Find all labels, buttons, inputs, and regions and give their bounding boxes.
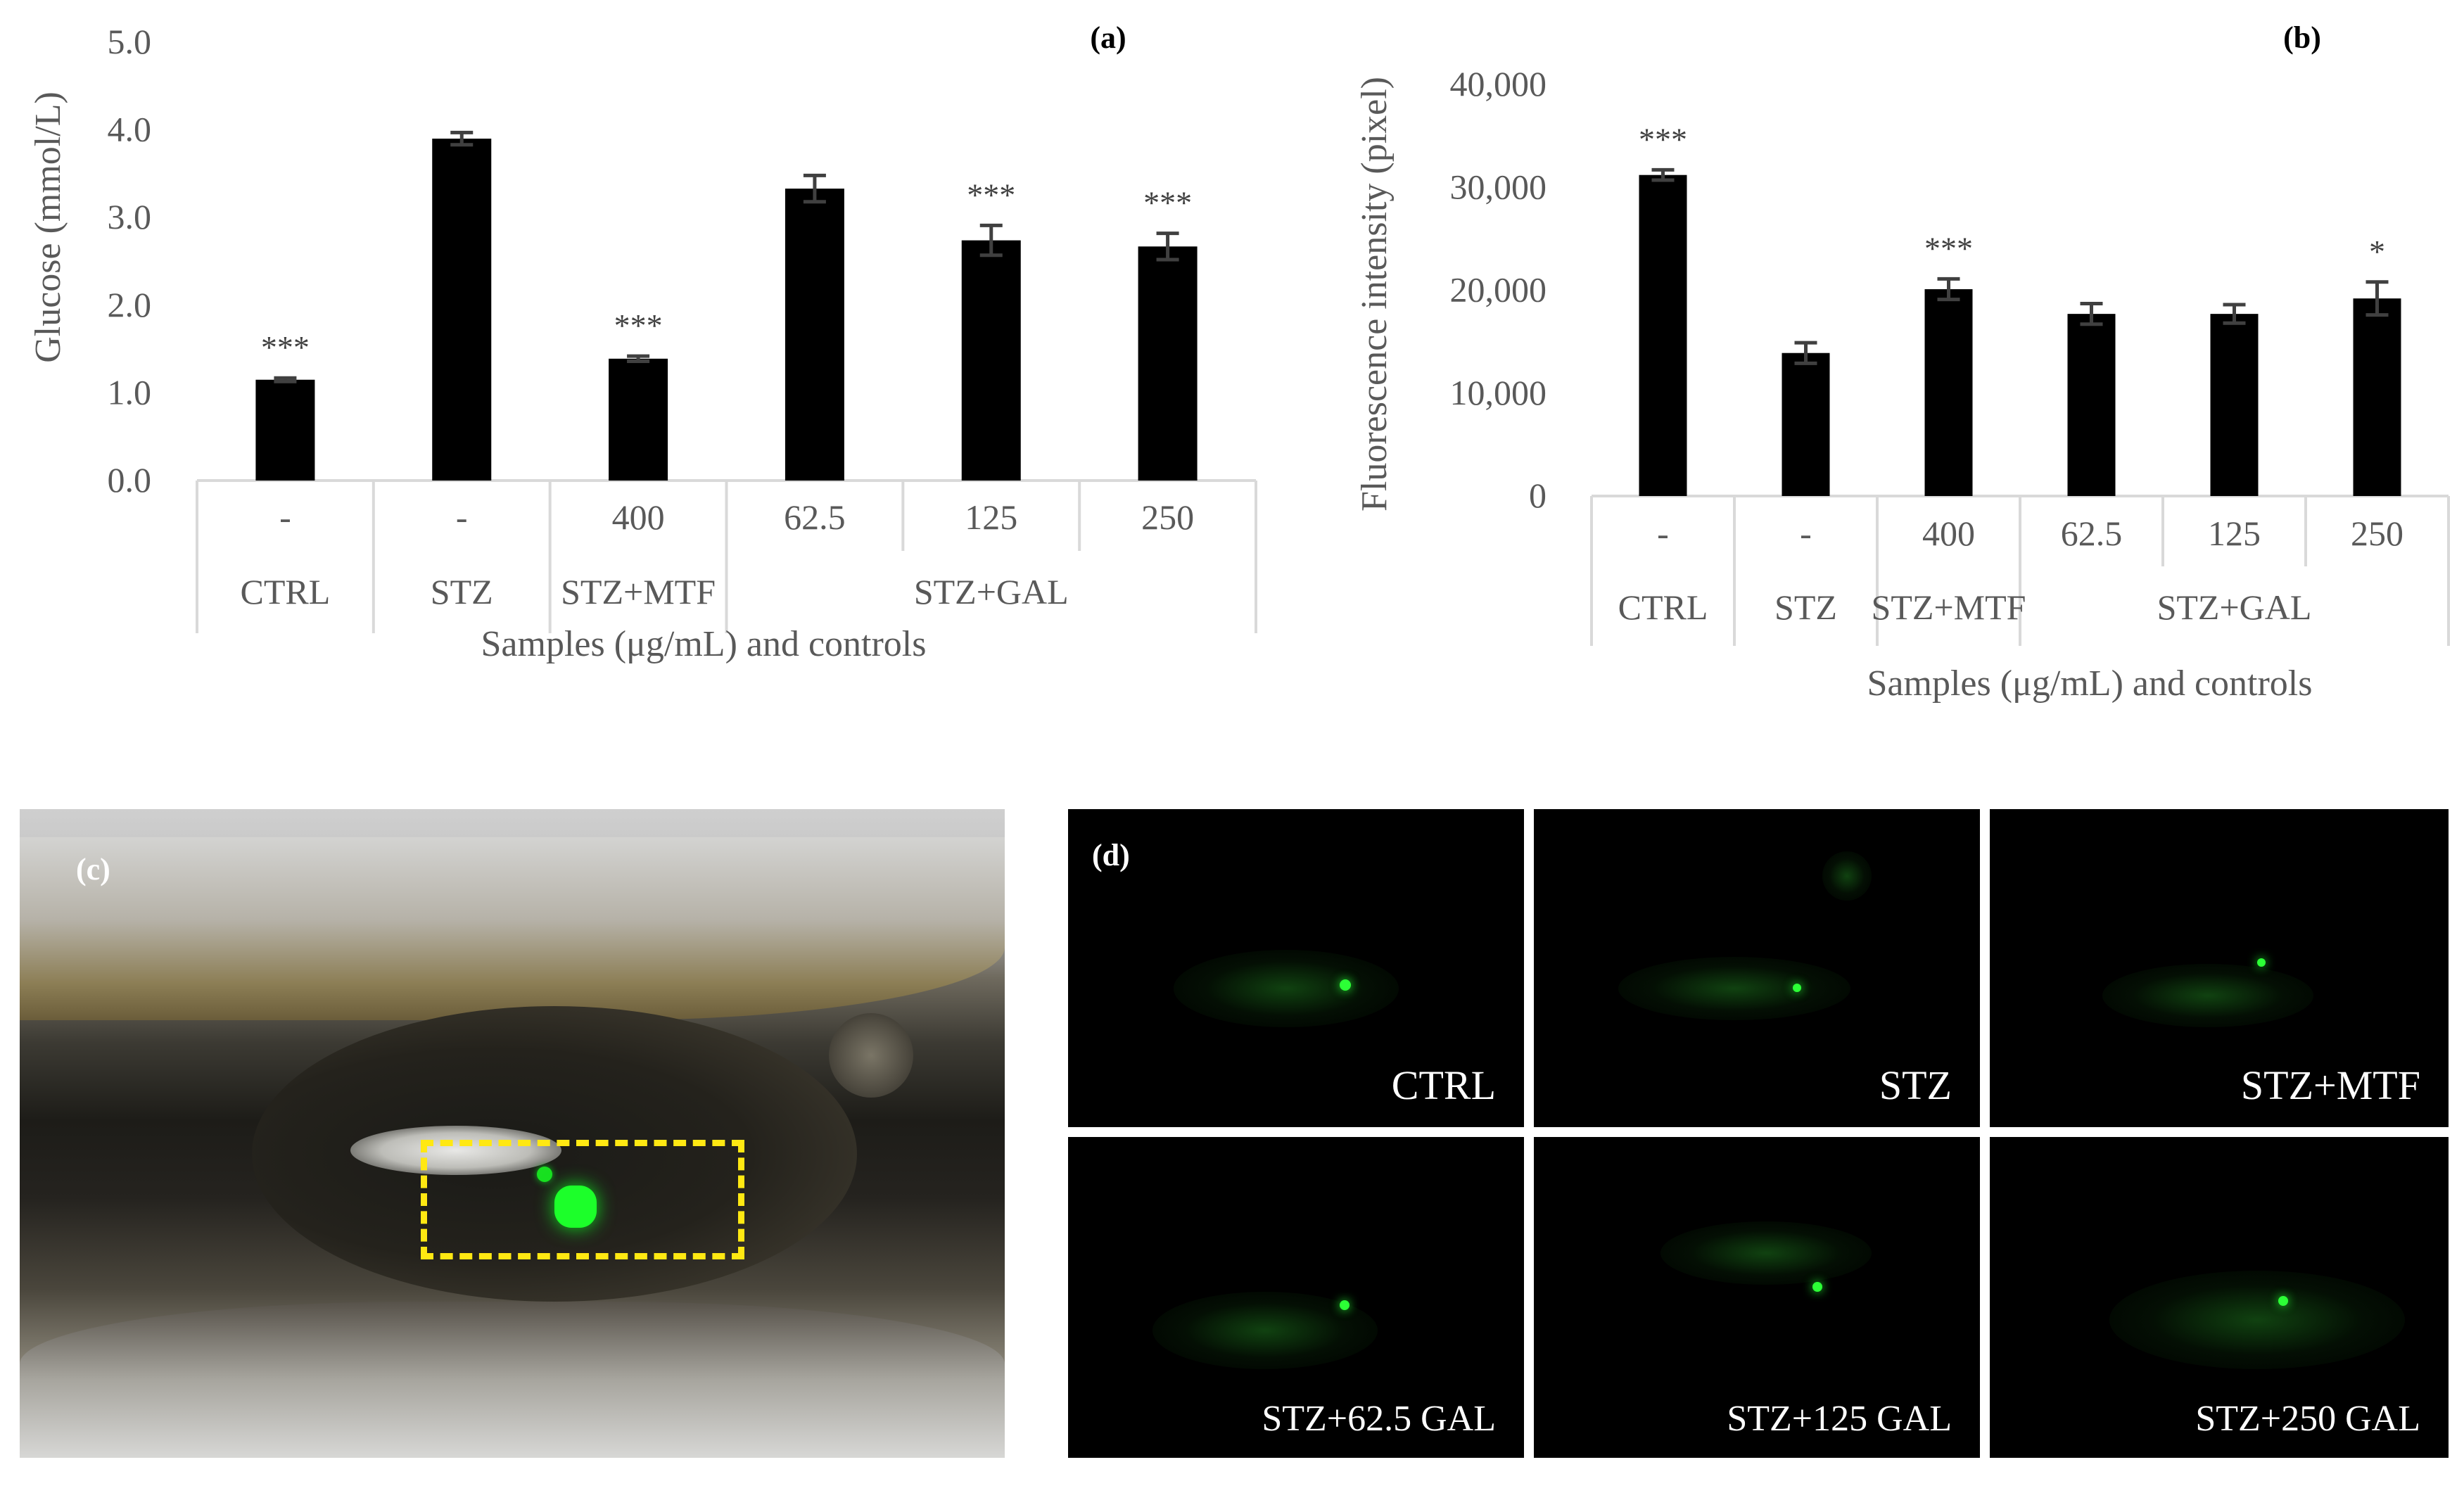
x-tick-label: 250 <box>2351 514 2403 553</box>
significance-marker: *** <box>1639 121 1687 157</box>
chart-b: 0 10,000 20,000 30,000 40,000 Fluorescence in… <box>1354 20 2450 704</box>
bar <box>2353 298 2401 496</box>
larva-ventral-region <box>20 1302 1005 1458</box>
fluorescence-image-stz-250-gal: STZ+250 GAL <box>1990 1137 2449 1458</box>
islet-spot <box>1812 1282 1822 1292</box>
caption-stz-250-gal: STZ+250 GAL <box>2195 1399 2420 1439</box>
x-tick-label: - <box>279 497 291 537</box>
eye-autofluorescence <box>1822 851 1872 901</box>
y-axis-title: Glucose (mmol/L) <box>28 91 68 363</box>
larva-otic-vesicle <box>829 1013 913 1098</box>
significance-marker: *** <box>1924 230 1973 266</box>
y-tick-label: 40,000 <box>1450 64 1547 103</box>
bar <box>2067 314 2116 496</box>
fluorescence-image-stz-125-gal: STZ+125 GAL <box>1534 1137 1980 1458</box>
x-group-label: STZ+MTF <box>561 572 716 611</box>
islet-spot <box>2257 958 2266 967</box>
x-tick-label: - <box>1657 514 1669 553</box>
larva-autofluorescence <box>2109 1271 2405 1369</box>
significance-marker: *** <box>614 307 663 343</box>
bar <box>2210 314 2259 496</box>
x-group-label: STZ+GAL <box>2157 587 2312 627</box>
fluorescence-image-stz-62-5-gal: STZ+62.5 GAL <box>1068 1137 1524 1458</box>
panel-label: (b) <box>2283 20 2321 55</box>
x-axis-title: Samples (μg/mL) and controls <box>1867 663 2313 704</box>
caption-ctrl: CTRL <box>1391 1062 1496 1108</box>
islet-spot <box>1340 979 1351 991</box>
y-tick-label: 20,000 <box>1450 270 1547 310</box>
x-group-label: STZ+MTF <box>1872 587 2026 627</box>
bar <box>1138 246 1198 481</box>
fluorescence-image-stz: STZ <box>1534 809 1980 1127</box>
significance-marker: *** <box>1143 185 1192 221</box>
bar <box>1639 174 1687 496</box>
bar <box>1782 352 1830 496</box>
significance-marker: *** <box>967 177 1015 212</box>
larva-autofluorescence <box>1660 1221 1872 1285</box>
x-group-label: STZ <box>431 572 493 611</box>
caption-stz-125-gal: STZ+125 GAL <box>1727 1399 1952 1439</box>
islet-spot <box>1793 984 1801 992</box>
larva-dorsal-region <box>20 837 1005 1020</box>
larva-gut-region <box>350 1126 561 1175</box>
bar <box>1924 289 1973 496</box>
y-axis-title: Fluorescence intensity (pixel) <box>1354 77 1395 512</box>
islet-spot <box>2278 1296 2288 1306</box>
x-axis-title: Samples (μg/mL) and controls <box>481 624 927 664</box>
x-tick-label: 125 <box>2208 514 2261 553</box>
caption-stz-mtf: STZ+MTF <box>2240 1062 2420 1108</box>
y-tick-label: 4.0 <box>108 110 152 149</box>
y-tick-label: 0.0 <box>108 460 152 500</box>
y-tick-label: 2.0 <box>108 285 152 324</box>
larva-autofluorescence <box>1618 957 1850 1020</box>
y-tick-label: 5.0 <box>108 22 152 61</box>
islet-spot <box>1340 1300 1350 1310</box>
caption-stz-62-5-gal: STZ+62.5 GAL <box>1262 1399 1496 1439</box>
x-tick-label: 62.5 <box>784 497 846 537</box>
y-tick-label: 30,000 <box>1450 167 1547 206</box>
region-of-interest-box <box>421 1140 744 1259</box>
x-group-label: CTRL <box>1618 587 1708 627</box>
caption-stz: STZ <box>1879 1062 1952 1108</box>
larva-autofluorescence <box>2102 964 2313 1027</box>
bar <box>961 240 1021 481</box>
x-tick-label: - <box>456 497 468 537</box>
x-tick-label: 250 <box>1141 497 1194 537</box>
x-tick-label: - <box>1800 514 1812 553</box>
chart-a: 0.0 1.0 2.0 3.0 4.0 5.0 Glucose (mmol/L) (a) ***… <box>28 20 1257 664</box>
bar <box>609 358 668 481</box>
bar <box>255 379 315 481</box>
panel-d-label: (d) <box>1092 838 1130 872</box>
x-tick-label: 400 <box>1922 514 1975 553</box>
bar <box>432 139 492 481</box>
pancreatic-islet-fluorescence <box>554 1186 597 1228</box>
y-tick-label: 0 <box>1529 476 1547 515</box>
y-tick-label: 1.0 <box>108 372 152 412</box>
fluorescence-image-stz-mtf: STZ+MTF <box>1990 809 2449 1127</box>
x-tick-label: 62.5 <box>2061 514 2123 553</box>
x-group-label: CTRL <box>241 572 331 611</box>
fluorescent-spot-minor <box>537 1167 552 1182</box>
zebrafish-brightfield-photo: (c) <box>20 809 1005 1458</box>
significance-marker: * <box>2369 234 2385 269</box>
larva-autofluorescence <box>1174 950 1399 1027</box>
significance-marker: *** <box>261 329 310 365</box>
x-tick-label: 400 <box>612 497 665 537</box>
fluorescence-image-grid: (d) CTRL STZ STZ+MTF STZ+62.5 GAL STZ+12… <box>1068 809 2449 1458</box>
bar <box>785 189 844 481</box>
y-tick-label: 3.0 <box>108 197 152 236</box>
x-group-label: STZ+GAL <box>914 572 1069 611</box>
fluorescence-image-ctrl: CTRL <box>1068 809 1524 1127</box>
panel-c-label: (c) <box>76 852 110 887</box>
y-tick-label: 10,000 <box>1450 373 1547 412</box>
x-tick-label: 125 <box>965 497 1017 537</box>
x-group-label: STZ <box>1774 587 1837 627</box>
panel-label: (a) <box>1090 20 1126 55</box>
